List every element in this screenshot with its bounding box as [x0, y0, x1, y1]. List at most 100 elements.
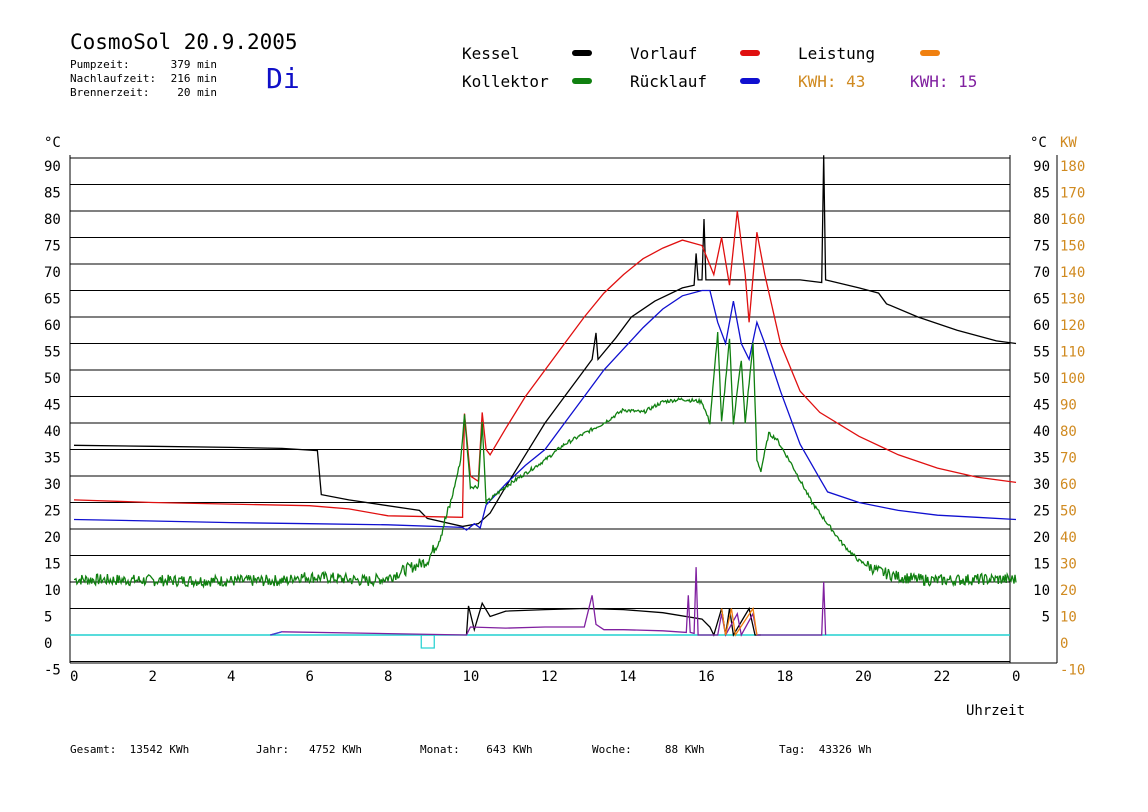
x-tick: 8 [384, 669, 392, 685]
y-axis-right-unit: °C [1030, 135, 1047, 151]
y-tick-right-c: 85 [1033, 186, 1050, 202]
y-tick-left: 60 [44, 318, 61, 334]
y-tick-right-kw: 170 [1060, 186, 1085, 202]
y-tick-left: 50 [44, 371, 61, 387]
y-tick-right-kw: 10 [1060, 610, 1077, 626]
footer-value: 13542 KWh [129, 743, 190, 756]
y-axis-kw-unit: KW [1060, 135, 1077, 151]
kwh-purple: KWH: 15 [910, 72, 977, 91]
y-tick-right-c: 90 [1033, 159, 1050, 175]
y-tick-right-c: 5 [1042, 610, 1050, 626]
kwh-label: KWH: [798, 72, 837, 91]
stat-pumpzeit: Pumpzeit: 379 min [70, 58, 217, 71]
y-tick-right-kw: 130 [1060, 292, 1085, 308]
y-tick-right-c: 40 [1033, 424, 1050, 440]
y-tick-left: 70 [44, 265, 61, 281]
y-tick-right-c: 50 [1033, 371, 1050, 387]
legend-vorlauf-swatch [740, 50, 760, 56]
y-tick-right-c: 75 [1033, 239, 1050, 255]
page-title: CosmoSol 20.9.2005 [70, 30, 298, 54]
stat-label: Pumpzeit: [70, 58, 130, 71]
series-kollektor [73, 331, 1017, 589]
legend-leistung: Leistung [798, 44, 876, 63]
stat-value: 379 min [170, 58, 217, 71]
legend-kessel: Kessel [462, 44, 520, 63]
y-tick-right-kw: 20 [1060, 583, 1077, 599]
y-tick-right-kw: 50 [1060, 504, 1077, 520]
x-tick: 10 [463, 669, 480, 685]
y-tick-left: 5 [44, 610, 52, 626]
power-line-1 [270, 567, 827, 637]
y-tick-left: 85 [44, 186, 61, 202]
y-tick-right-c: 30 [1033, 477, 1050, 493]
y-tick-right-kw: 110 [1060, 345, 1085, 361]
y-tick-left: 90 [44, 159, 61, 175]
y-tick-right-c: 60 [1033, 318, 1050, 334]
footer-value: 4752 KWh [309, 743, 362, 756]
stat-nachlaufzeit: Nachlaufzeit: 216 min [70, 72, 217, 85]
y-tick-right-kw: 40 [1060, 530, 1077, 546]
x-axis-label: Uhrzeit [966, 703, 1025, 719]
footer-gesamt: Gesamt: 13542 KWh [70, 743, 189, 756]
y-tick-left: 10 [44, 583, 61, 599]
footer-tag: Tag: 43326 Wh [779, 743, 872, 756]
footer-value: 43326 Wh [818, 743, 872, 756]
series-rcklauf [73, 289, 1017, 531]
x-tick: 20 [855, 669, 872, 685]
y-tick-left: 20 [44, 530, 61, 546]
y-tick-left: 35 [44, 451, 61, 467]
time-marker [420, 634, 435, 649]
footer-woche: Woche: 88 KWh [592, 743, 705, 756]
x-tick: 6 [306, 669, 314, 685]
footer-label: Monat: [420, 743, 460, 756]
y-tick-right-kw: 100 [1060, 371, 1085, 387]
y-tick-left: 65 [44, 292, 61, 308]
footer-monat: Monat: 643 KWh [420, 743, 533, 756]
x-tick: 4 [227, 669, 235, 685]
power-line-2 [270, 631, 283, 636]
legend-kollektor-swatch [572, 78, 592, 84]
legend-leistung-swatch [920, 50, 940, 56]
power-line-0 [465, 601, 761, 637]
y-tick-right-c: 15 [1033, 557, 1050, 573]
legend-kollektor: Kollektor [462, 72, 549, 91]
y-tick-right-c: 80 [1033, 212, 1050, 228]
x-tick: 16 [698, 669, 715, 685]
y-tick-left: 15 [44, 557, 61, 573]
stat-brennerzeit: Brennerzeit: 20 min [70, 86, 217, 99]
x-tick: 18 [777, 669, 794, 685]
y-tick-right-kw: 90 [1060, 398, 1077, 414]
y-tick-right-kw: 80 [1060, 424, 1077, 440]
series-kessel [73, 155, 1017, 528]
y-tick-right-kw: 140 [1060, 265, 1085, 281]
y-tick-right-kw: 60 [1060, 477, 1077, 493]
y-axis-left-unit: °C [44, 135, 61, 151]
kwh-value: 15 [958, 72, 978, 91]
footer-label: Tag: [779, 743, 806, 756]
y-tick-left: 40 [44, 424, 61, 440]
y-tick-right-kw: 70 [1060, 451, 1077, 467]
y-tick-right-kw: 150 [1060, 239, 1085, 255]
y-tick-left: -5 [44, 663, 61, 679]
y-tick-right-c: 25 [1033, 504, 1050, 520]
y-tick-right-c: 20 [1033, 530, 1050, 546]
stat-label: Brennerzeit: [70, 86, 150, 99]
y-tick-right-c: 10 [1033, 583, 1050, 599]
chart-grid [70, 157, 1010, 662]
stat-value: 216 min [170, 72, 217, 85]
footer-value: 88 KWh [664, 743, 705, 756]
y-tick-left: 25 [44, 504, 61, 520]
y-tick-left: 55 [44, 345, 61, 361]
y-tick-right-kw: -10 [1060, 663, 1085, 679]
y-tick-right-kw: 120 [1060, 318, 1085, 334]
y-tick-right-c: 35 [1033, 451, 1050, 467]
y-tick-left: 75 [44, 239, 61, 255]
y-tick-left: 30 [44, 477, 61, 493]
footer-label: Woche: [592, 743, 632, 756]
y-tick-right-kw: 160 [1060, 212, 1085, 228]
y-tick-right-c: 65 [1033, 292, 1050, 308]
x-tick: 12 [541, 669, 558, 685]
kwh-label: KWH: [910, 72, 949, 91]
x-tick: 14 [620, 669, 637, 685]
